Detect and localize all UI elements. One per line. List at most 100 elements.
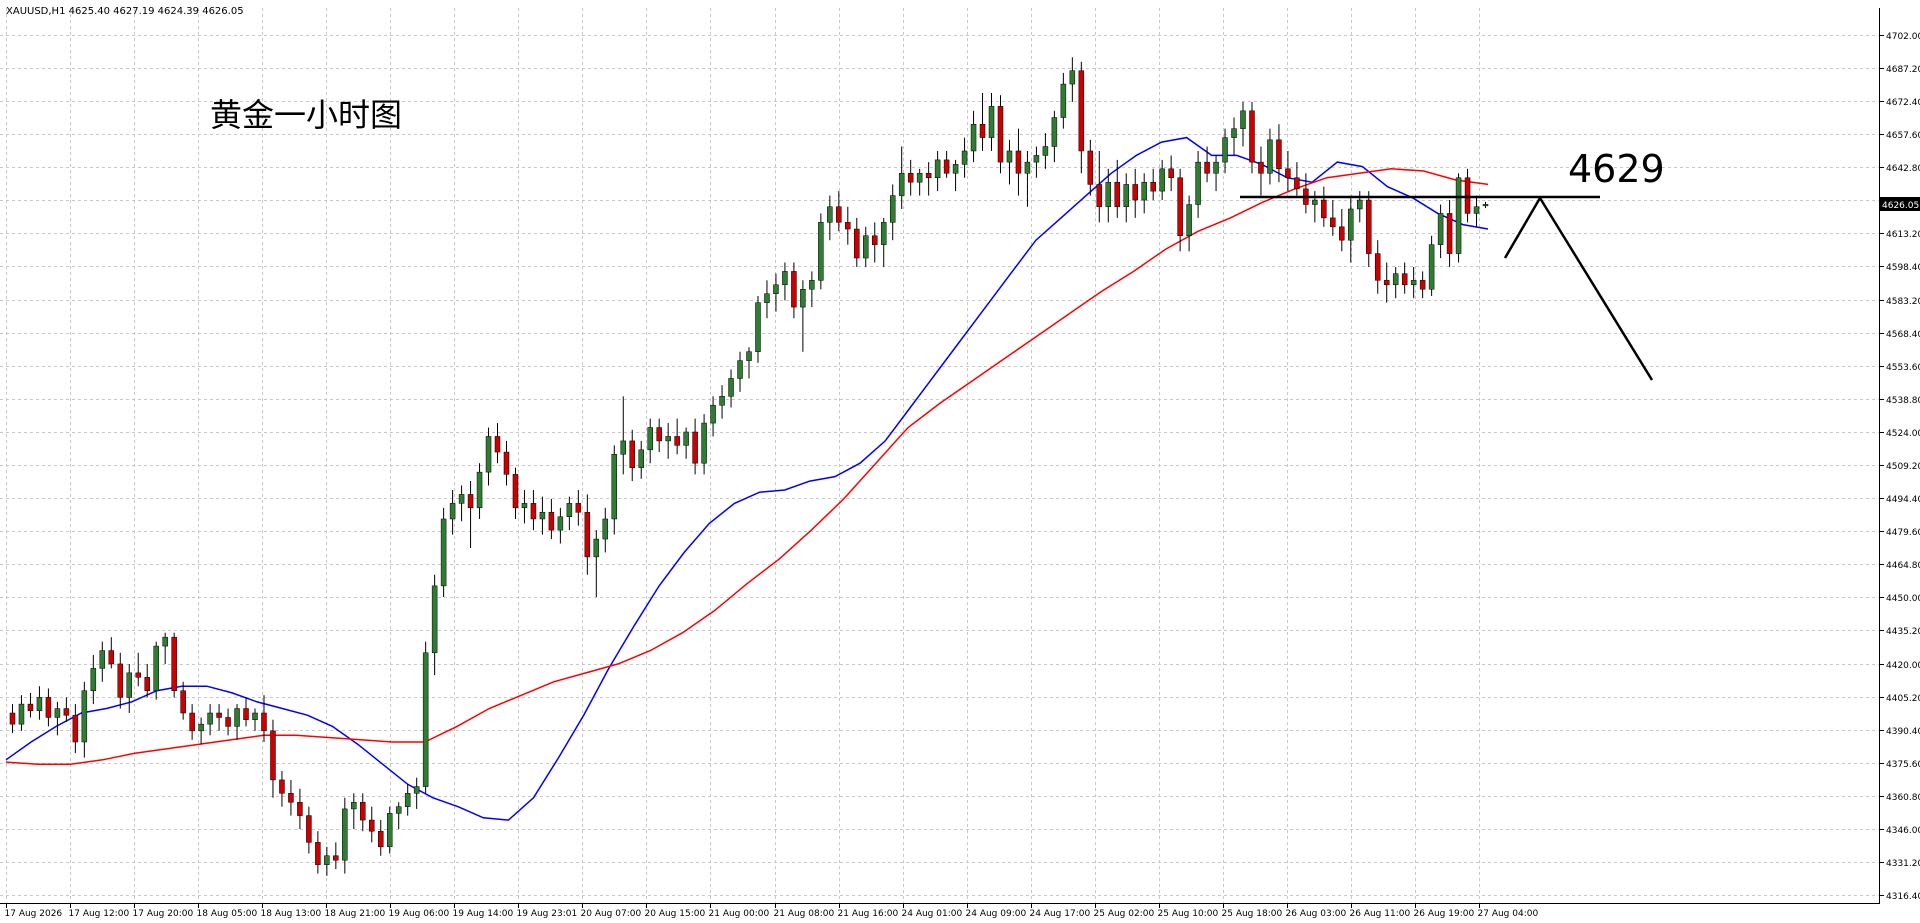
candle-bull — [809, 280, 815, 290]
candle-bull — [916, 173, 923, 183]
candle-bear — [135, 672, 141, 678]
candle-bull — [1267, 139, 1273, 174]
candle-bear — [907, 173, 914, 183]
candle-bull — [36, 697, 43, 712]
time-tick-label: 19 Aug 14:00 — [453, 909, 514, 919]
drawing-objects[interactable] — [1240, 195, 1654, 381]
candle-bull — [647, 427, 653, 451]
time-axis: 17 Aug 2026 17 Aug 12:00 17 Aug 20:00 18 Au… — [5, 904, 1539, 919]
time-tick-label: 18 Aug 13:00 — [261, 909, 322, 919]
candle-bull — [755, 302, 761, 352]
candle-bear — [575, 503, 582, 513]
price-tick-label: 4538.80 — [1886, 396, 1920, 406]
current-price-label: 4626.05 — [1882, 201, 1919, 211]
candle-bull — [252, 712, 258, 720]
candle-bear — [1365, 199, 1372, 254]
time-tick-label: 27 Aug 04:00 — [1478, 909, 1539, 919]
forecast-path[interactable] — [1503, 195, 1654, 381]
candle-bull — [889, 195, 896, 223]
price-tick-label: 4479.60 — [1886, 528, 1920, 538]
candle-bull — [1428, 244, 1435, 290]
candle-bear — [1276, 139, 1282, 170]
candle-bear — [288, 793, 294, 803]
price-tick-label: 4687.20 — [1886, 65, 1920, 75]
time-tick-label: 21 Aug 00:00 — [709, 909, 770, 919]
candle-bull — [773, 284, 779, 294]
time-tick-label: 25 Aug 10:00 — [1158, 909, 1219, 919]
candle-bull — [782, 271, 788, 286]
candle-bear — [512, 474, 519, 509]
candle-bear — [108, 650, 115, 665]
candle-bull — [81, 690, 88, 743]
price-tick-label: 4420.00 — [1886, 661, 1920, 671]
candle-bull — [90, 668, 97, 691]
candle-bull — [207, 712, 213, 725]
candle-bear — [467, 494, 474, 509]
price-tick-label: 4316.40 — [1886, 892, 1920, 902]
candles[interactable] — [9, 57, 1489, 876]
candle-bull — [324, 855, 330, 865]
candle-bear — [836, 206, 842, 223]
time-tick-label: 21 Aug 08:00 — [774, 909, 835, 919]
time-tick-label: 19 Aug 06:00 — [389, 909, 450, 919]
candle-bull — [557, 516, 564, 531]
candle-bear — [674, 436, 680, 446]
candle-bull — [728, 378, 734, 397]
price-tick-label: 4657.60 — [1886, 131, 1920, 141]
candle-bear — [1446, 213, 1453, 254]
candle-bull — [1231, 128, 1237, 138]
candle-bull — [1060, 83, 1067, 118]
candle-bull — [593, 538, 600, 558]
candle-bull — [1222, 137, 1228, 163]
candle-bull — [701, 422, 707, 464]
price-tick-label: 4598.40 — [1886, 263, 1920, 273]
candle-bear — [369, 819, 375, 832]
candle-bull — [719, 396, 725, 406]
candle-bull — [1042, 146, 1049, 156]
time-tick-label: 20 Aug 15:00 — [645, 909, 706, 919]
candle-bull — [99, 650, 106, 669]
candle-bear — [1383, 280, 1390, 286]
candle-bear — [629, 440, 635, 468]
candle-bull — [198, 723, 204, 732]
candle-bull — [1240, 110, 1246, 129]
candle-bull — [395, 806, 402, 814]
candle-bear — [1204, 161, 1210, 174]
candle-bull — [1473, 206, 1480, 214]
time-tick-label: 25 Aug 02:00 — [1094, 909, 1155, 919]
candle-bull — [485, 436, 492, 473]
price-tick-label: 4360.80 — [1886, 793, 1920, 803]
candle-bear — [261, 712, 267, 732]
candle-bull — [1392, 273, 1399, 286]
candle-bull — [602, 518, 609, 540]
candle-bull — [764, 293, 770, 303]
candle-bull — [683, 431, 689, 446]
candle-bull — [665, 436, 671, 442]
candle-bull — [1186, 204, 1192, 236]
candle-bear — [1015, 150, 1022, 174]
candle-bull — [1105, 181, 1112, 207]
price-tick-label: 4524.00 — [1886, 429, 1920, 439]
candle-bear — [315, 842, 321, 865]
candle-bear — [117, 663, 124, 698]
price-tick-label: 4568.40 — [1886, 330, 1920, 340]
candle-bear — [1078, 70, 1085, 152]
candle-bull — [431, 585, 438, 654]
time-axis-line — [0, 903, 1880, 904]
candle-bull — [1357, 199, 1363, 210]
candle-bull — [1195, 161, 1201, 205]
candle-bear — [243, 708, 249, 720]
candle-bull — [863, 235, 869, 259]
candle-bear — [1114, 181, 1121, 207]
candle-bull — [1159, 168, 1165, 192]
candle-bear — [871, 235, 878, 245]
candle-bull — [18, 703, 25, 725]
candle-bear — [225, 717, 231, 727]
candle-bear — [297, 801, 303, 816]
price-tick-label: 4435.20 — [1886, 627, 1920, 637]
ma-fast-line — [5, 136, 1489, 821]
price-tick-label: 4405.20 — [1886, 694, 1920, 704]
